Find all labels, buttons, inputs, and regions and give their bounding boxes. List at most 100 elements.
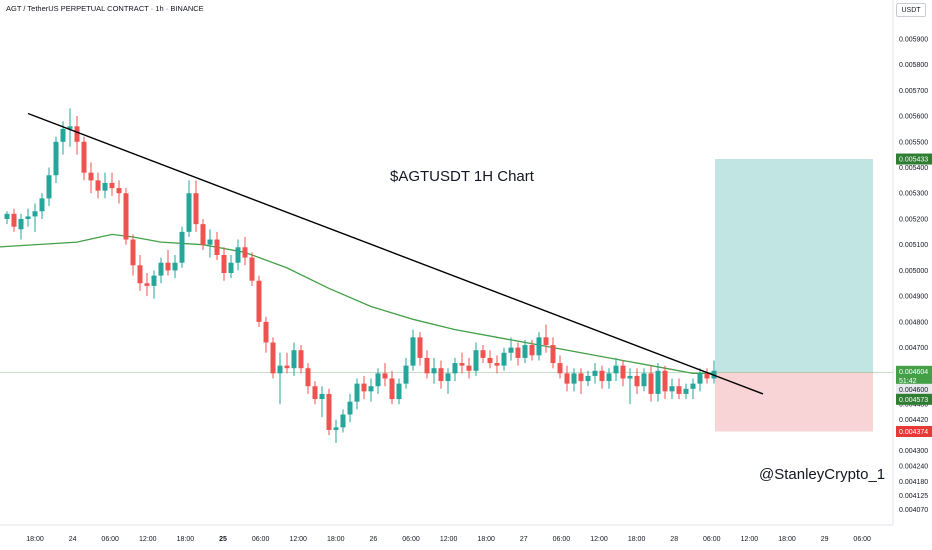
candle-body	[25, 216, 31, 219]
candle-body	[277, 365, 283, 374]
candle-body	[480, 350, 486, 358]
moving-average	[0, 233, 714, 374]
x-tick-label: 06:00	[402, 536, 420, 543]
x-tick-label: 18:00	[26, 536, 44, 543]
y-tick-label: 0.004070	[899, 507, 928, 514]
x-tick-label: 06:00	[853, 536, 871, 543]
candle-body	[193, 193, 199, 225]
y-tick-label: 0.005900	[899, 36, 928, 43]
x-tick-label: 06:00	[703, 536, 721, 543]
candle-body	[270, 342, 276, 374]
currency-button[interactable]: USDT	[896, 3, 926, 17]
stop-price-label: 0.004374	[899, 429, 928, 436]
candle-body	[445, 373, 451, 382]
candle-body	[305, 368, 311, 387]
y-tick-label: 0.005600	[899, 114, 928, 121]
countdown-label-bg	[896, 374, 932, 386]
candle-body	[431, 368, 437, 374]
x-tick-label: 12:00	[289, 536, 307, 543]
candle-body	[88, 172, 94, 181]
candle-body	[53, 141, 59, 176]
candle-body	[438, 368, 444, 382]
candles	[4, 108, 717, 443]
candle-body	[284, 365, 290, 369]
candle-body	[172, 262, 178, 271]
candle-body	[452, 363, 458, 374]
candle-body	[200, 224, 206, 245]
stop-price-label-bg	[896, 425, 932, 437]
candle-body	[186, 193, 192, 232]
target-price-label: 0.005433	[899, 157, 928, 164]
candle-body	[109, 182, 115, 189]
candle-body	[207, 239, 213, 245]
entry-price-label: 0.004573	[899, 397, 928, 404]
last-price-label-bg	[896, 365, 932, 377]
candle-body	[116, 188, 122, 194]
target-price-label-bg	[896, 153, 932, 165]
stop-zone	[715, 372, 873, 432]
x-tick-label: 27	[520, 536, 528, 543]
candle-body	[648, 373, 654, 394]
candle-body	[235, 247, 241, 263]
candle-body	[424, 357, 430, 374]
y-tick-label: 0.004900	[899, 294, 928, 301]
y-tick-label: 0.005200	[899, 216, 928, 223]
y-tick-label: 0.005400	[899, 165, 928, 172]
y-tick-label: 0.004300	[899, 448, 928, 455]
candle-body	[4, 213, 10, 219]
candle-body	[375, 373, 381, 387]
candle-body	[403, 365, 409, 384]
candle-body	[11, 213, 17, 227]
y-tick-label: 0.005700	[899, 88, 928, 95]
candle-body	[627, 375, 633, 379]
candle-body	[683, 388, 689, 394]
author-watermark: @StanleyCrypto_1	[759, 466, 886, 483]
candle-body	[102, 182, 108, 191]
candle-body	[179, 231, 185, 263]
x-tick-label: 06:00	[101, 536, 119, 543]
candle-body	[326, 393, 332, 430]
candle-body	[319, 393, 325, 400]
candle-body	[291, 350, 297, 369]
candle-body	[214, 239, 220, 255]
candle-body	[690, 383, 696, 389]
x-tick-label: 18:00	[778, 536, 796, 543]
x-tick-label: 29	[821, 536, 829, 543]
candle-body	[312, 386, 318, 400]
candle-body	[60, 128, 66, 142]
x-tick-label: 18:00	[628, 536, 646, 543]
candle-body	[130, 239, 136, 266]
x-tick-label: 28	[670, 536, 678, 543]
candle-body	[32, 211, 38, 217]
candle-body	[165, 262, 171, 271]
y-tick-label: 0.004800	[899, 319, 928, 326]
instrument-header: AGT / TetherUS PERPETUAL CONTRACT · 1h ·…	[6, 4, 204, 13]
x-tick-label: 18:00	[177, 536, 195, 543]
y-tick-label: 0.004180	[899, 479, 928, 486]
candle-body	[529, 345, 535, 356]
time-axis-ticks: 18:00 24 06:00 12:00 18:00 25 06:00 12:00 18:00 2…	[26, 536, 871, 543]
candle-body	[578, 373, 584, 382]
candle-body	[81, 141, 87, 173]
candle-body	[494, 363, 500, 366]
candle-body	[508, 347, 514, 353]
last-price-label: 0.004604	[899, 369, 928, 376]
candle-body	[676, 386, 682, 394]
candle-body	[606, 373, 612, 382]
ma-price-label-bg	[896, 383, 932, 395]
x-tick-label: 25	[219, 536, 227, 543]
candle-body	[39, 198, 45, 212]
candle-body	[641, 373, 647, 387]
candle-body	[18, 218, 24, 230]
candle-body	[361, 383, 367, 392]
y-tick-label: 0.005500	[899, 139, 928, 146]
candle-body	[410, 337, 416, 366]
y-tick-label: 0.005300	[899, 191, 928, 198]
candle-body	[669, 386, 675, 392]
ma-line	[0, 233, 714, 374]
y-tick-label: 0.005100	[899, 242, 928, 249]
target-zone	[715, 159, 873, 373]
candle-body	[613, 365, 619, 374]
candle-body	[396, 383, 402, 400]
